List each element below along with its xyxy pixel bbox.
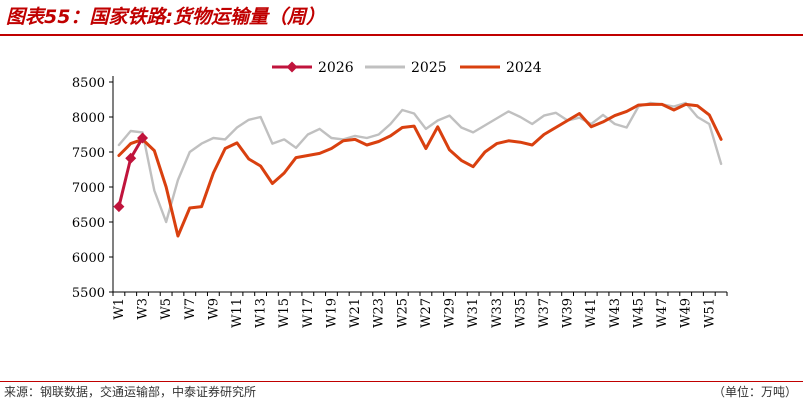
series-point-2026 xyxy=(125,152,137,164)
chart-axes: 5500 6000 6500 7000 7500 8000 8500 W1 W3 W5 W7 W9 W1… xyxy=(72,76,728,328)
series-line-2025 xyxy=(117,101,723,224)
x-tick-label: W27 xyxy=(419,298,434,328)
x-tick-label: W23 xyxy=(372,298,387,328)
x-tick-label: W43 xyxy=(608,298,623,328)
series-line-2024 xyxy=(117,102,723,238)
y-tick-label: 7500 xyxy=(72,146,105,161)
y-tick-label: 8500 xyxy=(72,76,105,91)
x-tick-label: W49 xyxy=(679,298,694,328)
x-tick-label: W3 xyxy=(136,298,151,320)
x-tick-label: W11 xyxy=(230,298,245,328)
legend-label-2024: 2024 xyxy=(506,60,542,76)
y-tick-label: 7000 xyxy=(72,181,105,196)
chart-legend: 2026 2025 2024 xyxy=(272,60,542,76)
x-tick-label: W17 xyxy=(301,298,316,328)
legend-marker-2026 xyxy=(286,61,298,73)
x-tick-label: W1 xyxy=(112,298,127,320)
x-tick-label: W21 xyxy=(348,298,363,328)
x-tick-label: W47 xyxy=(655,298,670,328)
x-tick-label: W7 xyxy=(183,298,198,320)
x-tick-label: W51 xyxy=(702,298,717,328)
source-note: 来源：钢联数据，交通运输部，中泰证券研究所 xyxy=(4,385,257,399)
y-tick-label: 8000 xyxy=(72,111,105,126)
series-point-2026 xyxy=(137,132,149,144)
x-tick-label: W41 xyxy=(584,298,599,328)
y-tick-label: 5500 xyxy=(72,286,105,301)
series-point-2026 xyxy=(113,201,125,213)
x-tick-label: W19 xyxy=(324,298,339,328)
x-tick-label: W45 xyxy=(631,298,646,328)
series-line-2026 xyxy=(117,136,145,209)
x-tick-label: W33 xyxy=(490,298,505,328)
x-tick-label: W15 xyxy=(277,298,292,328)
x-tick-label: W31 xyxy=(466,298,481,328)
x-tick-label: W25 xyxy=(395,298,410,328)
unit-note: （单位：万吨） xyxy=(712,385,797,399)
line-chart: 5500 6000 6500 7000 7500 8000 8500 W1 W3 W5 W7 W9 W1… xyxy=(72,60,728,328)
x-tick-label: W37 xyxy=(537,298,552,328)
x-tick-label: W9 xyxy=(206,298,221,320)
x-tick-label: W39 xyxy=(561,298,576,328)
legend-label-2026: 2026 xyxy=(318,60,354,76)
title-divider xyxy=(0,34,803,36)
x-tick-label: W5 xyxy=(159,298,174,320)
footer-divider xyxy=(0,381,803,382)
x-tick-label: W29 xyxy=(443,298,458,328)
x-tick-label: W35 xyxy=(513,298,528,328)
y-tick-label: 6500 xyxy=(72,216,105,231)
chart-title: 图表55：国家铁路:货物运输量（周） xyxy=(6,6,326,28)
chart-series xyxy=(113,101,723,238)
y-tick-label: 6000 xyxy=(72,251,105,266)
x-tick-label: W13 xyxy=(254,298,269,328)
legend-label-2025: 2025 xyxy=(411,60,447,76)
